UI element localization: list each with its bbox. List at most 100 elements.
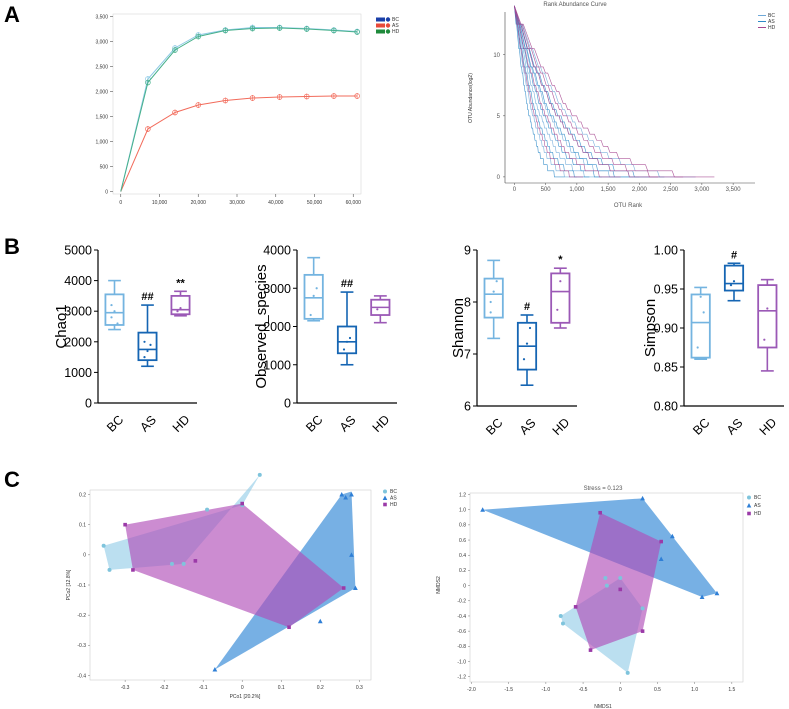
point-as [339, 492, 345, 497]
point-hd [240, 501, 245, 506]
x-tick-label: 3,500 [726, 187, 742, 193]
rank-curve-hd [514, 5, 715, 178]
x-tick-label: AS [724, 416, 746, 438]
y-axis-title: PCo2 [12.8%] [66, 569, 72, 600]
legend-label: BC [754, 495, 761, 501]
x-tick-label: HD [757, 415, 780, 438]
y-tick-label: 1.00 [654, 244, 678, 258]
x-tick-label: 1,000 [569, 187, 585, 193]
point-bc [625, 670, 630, 675]
plot-frame [112, 13, 362, 195]
data-point [110, 303, 113, 307]
y-axis-title: Observed_species [253, 264, 270, 388]
data-point [143, 340, 146, 343]
y-tick-label: 6 [464, 400, 471, 414]
point-as [343, 495, 349, 500]
y-tick-label: -1.0 [457, 659, 466, 665]
significance-marker: ** [176, 277, 185, 289]
point-as [658, 556, 664, 562]
x-tick-label: 0 [513, 187, 517, 193]
legend-label: HD [392, 29, 400, 35]
data-point [376, 308, 379, 311]
point-as [669, 533, 675, 539]
chart-title: Stress = 0.123 [584, 486, 624, 492]
x-tick-label: 2,000 [632, 187, 648, 193]
chart-title: Rank Abundance Curve [543, 2, 607, 8]
y-tick-label: 500 [100, 164, 109, 170]
legend-label: AS [754, 503, 761, 509]
point-hd [640, 629, 645, 633]
point-hd [341, 586, 346, 590]
y-tick-label: 2,000 [95, 89, 108, 95]
simpson-boxplot: 0.80 0.85 0.90 0.95 1.00 Simpson BC AS # HD [642, 244, 784, 438]
plot-frame [469, 492, 744, 683]
chao1-boxplot: 0 1000 2000 3000 4000 5000 Chao1 BC AS ## HD ** [53, 244, 197, 435]
point-as [352, 585, 358, 591]
y-tick-label: 7 [464, 348, 471, 362]
point-bc [257, 472, 262, 477]
box-as [336, 325, 358, 355]
y-tick-label: 0.85 [654, 361, 678, 375]
legend-marker [383, 489, 387, 494]
y-tick-label: 0 [85, 397, 92, 411]
x-tick-label: BC [690, 416, 712, 438]
x-tick-label: BC [483, 416, 505, 438]
y-tick-label: 4000 [64, 274, 92, 288]
data-point [143, 356, 146, 359]
x-tick-label: -0.3 [121, 685, 130, 691]
y-tick-label: 4000 [263, 244, 291, 258]
point-bc [604, 583, 609, 588]
y-tick-label: 5000 [64, 244, 92, 258]
y-tick-label: 2,500 [95, 64, 108, 70]
x-tick-label: HD [370, 412, 393, 435]
point-as [480, 507, 486, 512]
y-tick-label: 1000 [263, 358, 291, 372]
legend-label: AS [392, 23, 399, 29]
y-tick-label: -0.3 [77, 643, 86, 649]
y-tick-label: 1.0 [459, 507, 466, 513]
point-hd [573, 605, 578, 609]
significance-marker: # [731, 249, 737, 261]
y-tick-label: 0 [284, 397, 291, 411]
point-as [317, 618, 323, 624]
y-tick-label: 3000 [64, 305, 92, 319]
data-point [559, 280, 562, 283]
data-point [696, 346, 699, 349]
point-bc [603, 576, 608, 581]
x-tick-label: HD [170, 412, 193, 435]
rank-curve-hd [514, 5, 684, 178]
y-tick-label: 5 [497, 114, 501, 120]
data-point [342, 348, 346, 351]
x-tick-label: 0 [241, 685, 244, 691]
box-bc [104, 293, 125, 326]
x-tick-label: 60,000 [346, 200, 362, 206]
y-tick-label: 0 [83, 553, 86, 559]
data-point [345, 340, 349, 343]
data-point [525, 342, 529, 345]
y-tick-label: 0.2 [459, 568, 466, 574]
panel-label-c: C [4, 467, 20, 492]
y-tick-label: 0.1 [79, 522, 86, 528]
data-point [146, 349, 149, 353]
x-tick-label: 30,000 [229, 200, 245, 206]
data-point [522, 358, 526, 361]
y-tick-label: 3,000 [95, 39, 108, 45]
y-tick-label: -0.4 [77, 673, 86, 679]
x-tick-label: 0 [619, 687, 622, 693]
legend-label: AS [768, 19, 775, 25]
point-as [349, 492, 354, 497]
rank-curve-hd [514, 5, 659, 178]
x-tick-label: 1.5 [728, 687, 735, 693]
significance-marker: ## [141, 291, 153, 303]
point-as [349, 552, 354, 557]
x-tick-label: 500 [541, 187, 552, 193]
legend-marker [747, 495, 751, 500]
shannon-boxplot: 6 7 8 9 Shannon BC AS # HD * [450, 244, 577, 438]
data-point [348, 336, 352, 340]
y-tick-label: 0.2 [79, 492, 86, 498]
data-point [312, 294, 315, 297]
rank-curve-hd [514, 5, 584, 178]
box-as [723, 264, 745, 292]
point-bc [618, 576, 623, 581]
legend-marker [747, 511, 751, 516]
